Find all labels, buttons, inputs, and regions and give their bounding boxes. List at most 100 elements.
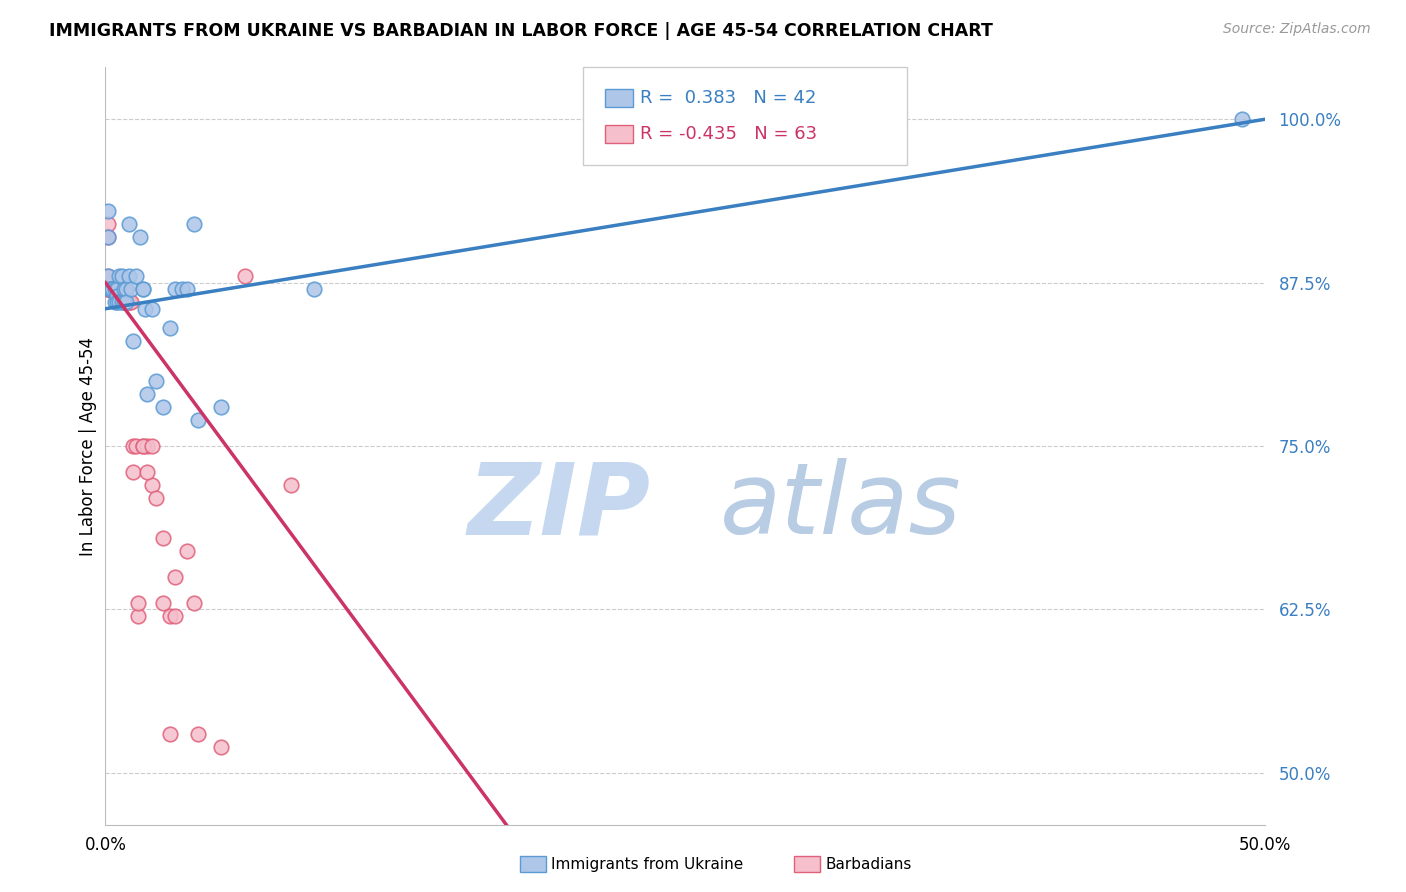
Point <box>131 439 153 453</box>
Text: Source: ZipAtlas.com: Source: ZipAtlas.com <box>1223 22 1371 37</box>
Point <box>124 268 146 283</box>
Point <box>105 282 128 296</box>
Point <box>122 465 145 479</box>
Text: Immigrants from Ukraine: Immigrants from Ukraine <box>551 857 744 871</box>
Point <box>97 268 120 283</box>
Point <box>105 295 128 310</box>
Point <box>115 282 138 296</box>
Point <box>127 609 149 624</box>
Point <box>120 282 142 296</box>
Point <box>108 282 131 296</box>
Point <box>108 268 131 283</box>
Point <box>145 491 167 506</box>
Point <box>101 282 124 296</box>
Text: IMMIGRANTS FROM UKRAINE VS BARBADIAN IN LABOR FORCE | AGE 45-54 CORRELATION CHAR: IMMIGRANTS FROM UKRAINE VS BARBADIAN IN … <box>49 22 993 40</box>
Point <box>97 230 120 244</box>
Point <box>108 295 131 310</box>
Point <box>120 295 142 310</box>
Point <box>131 439 153 453</box>
Point <box>108 282 131 296</box>
Point <box>98 282 121 296</box>
Point <box>136 465 159 479</box>
Y-axis label: In Labor Force | Age 45-54: In Labor Force | Age 45-54 <box>79 336 97 556</box>
Point <box>98 282 121 296</box>
Point <box>105 282 128 296</box>
Point <box>152 531 174 545</box>
Point <box>104 282 127 296</box>
Point <box>304 282 326 296</box>
Point <box>105 282 128 296</box>
Point <box>115 282 138 296</box>
Point <box>105 282 128 296</box>
Point <box>111 282 134 296</box>
Point <box>124 439 146 453</box>
Point <box>101 282 124 296</box>
Point <box>159 609 181 624</box>
Point <box>97 203 120 218</box>
Point <box>104 282 127 296</box>
Point <box>145 374 167 388</box>
Point <box>159 321 181 335</box>
Point <box>183 217 205 231</box>
Point <box>1232 112 1254 127</box>
Point <box>97 282 120 296</box>
Point <box>105 282 128 296</box>
Point <box>122 439 145 453</box>
Point <box>152 596 174 610</box>
Point <box>98 282 121 296</box>
Point <box>134 301 156 316</box>
Point <box>104 295 127 310</box>
Point <box>97 217 120 231</box>
Point <box>112 282 135 296</box>
Point <box>111 282 134 296</box>
Point <box>129 230 152 244</box>
Point <box>187 413 209 427</box>
Point <box>101 282 124 296</box>
Point <box>112 282 135 296</box>
Point <box>112 295 135 310</box>
Point <box>176 282 198 296</box>
Point <box>136 386 159 401</box>
Point <box>163 282 186 296</box>
Point <box>115 295 138 310</box>
Point <box>97 282 120 296</box>
Point <box>97 268 120 283</box>
Text: atlas: atlas <box>720 458 962 555</box>
Point <box>112 295 135 310</box>
Point <box>159 726 181 740</box>
Point <box>97 282 120 296</box>
Point <box>101 282 124 296</box>
Text: ZIP: ZIP <box>468 458 651 555</box>
Point <box>211 739 233 754</box>
Point <box>183 596 205 610</box>
Point <box>280 478 302 492</box>
Point <box>131 282 153 296</box>
Point <box>141 478 163 492</box>
Point <box>163 609 186 624</box>
Point <box>122 334 145 349</box>
Text: Barbadians: Barbadians <box>825 857 911 871</box>
Point <box>136 439 159 453</box>
Point <box>211 400 233 414</box>
Point <box>233 268 256 283</box>
Point <box>98 282 121 296</box>
Point <box>141 301 163 316</box>
Point <box>108 282 131 296</box>
Point <box>111 268 134 283</box>
Point <box>115 295 138 310</box>
Point <box>187 726 209 740</box>
Point <box>97 230 120 244</box>
Point <box>112 295 135 310</box>
Point <box>176 543 198 558</box>
Point <box>98 282 121 296</box>
Point <box>118 217 141 231</box>
Point <box>118 268 141 283</box>
Point <box>105 288 128 302</box>
Point <box>98 282 121 296</box>
Point <box>104 282 127 296</box>
Point <box>101 282 124 296</box>
Point <box>111 295 134 310</box>
Point <box>163 570 186 584</box>
Point <box>131 282 153 296</box>
Point <box>118 295 141 310</box>
